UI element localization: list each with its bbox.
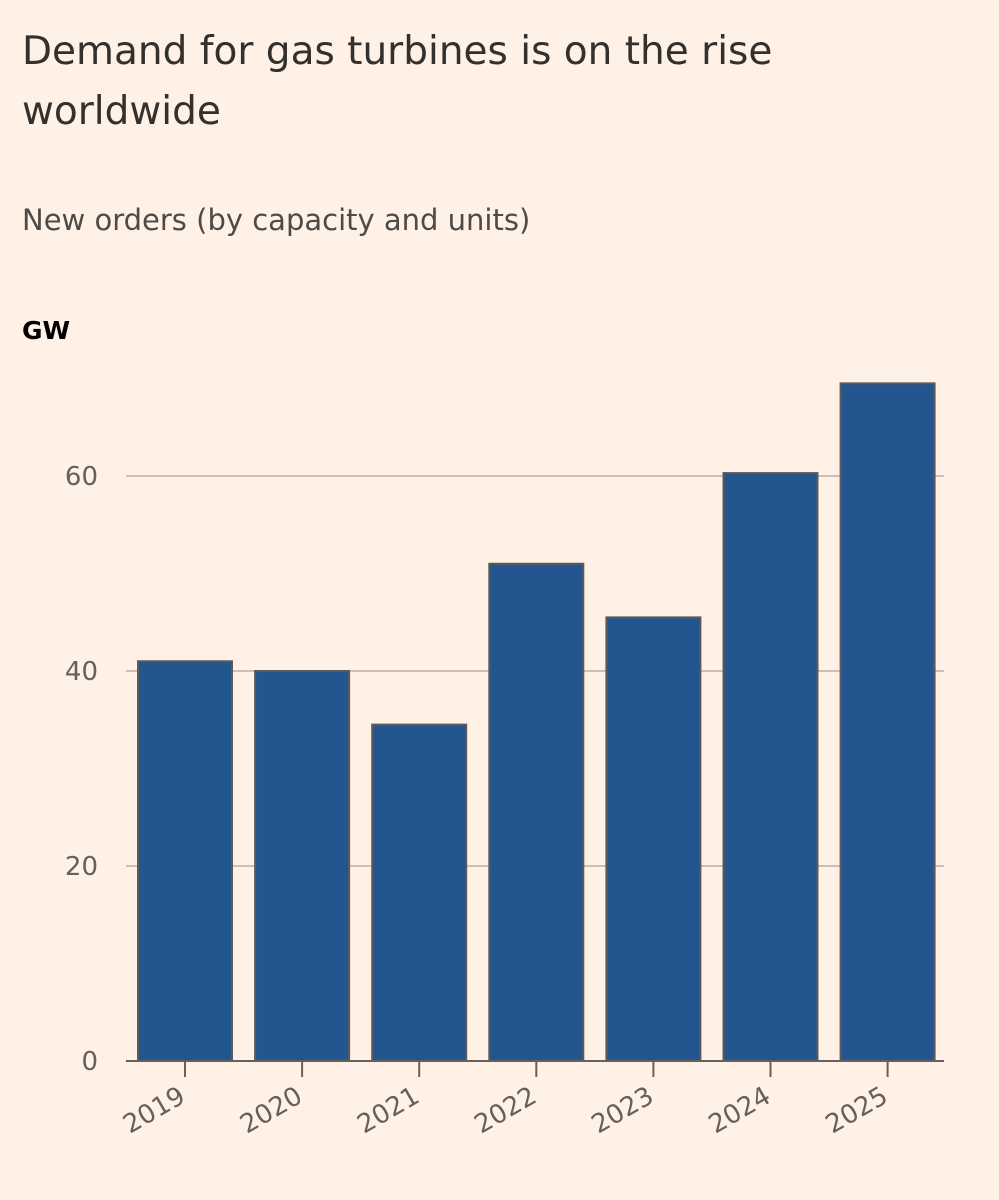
x-tick-label-2022: 2022 — [469, 1081, 541, 1140]
x-tick-label-2023: 2023 — [587, 1081, 659, 1140]
x-tick-labels: 2019 2020 2021 2022 2023 2024 2025 — [118, 1081, 893, 1140]
bar-2020 — [254, 670, 351, 1062]
x-tick-label-2025: 2025 — [821, 1081, 893, 1140]
x-axis — [126, 1060, 944, 1077]
y-tick-label-60: 60 — [65, 462, 98, 492]
x-tick-label-2021: 2021 — [352, 1081, 424, 1140]
y-tick-labels: 0 20 40 60 — [65, 462, 98, 1077]
bar-2024 — [722, 472, 819, 1062]
bar-2019 — [137, 660, 233, 1062]
y-tick-label-20: 20 — [65, 852, 98, 882]
bar-2025 — [839, 382, 936, 1062]
bar-2023 — [605, 616, 702, 1062]
bars — [137, 382, 936, 1062]
x-tick-label-2019: 2019 — [118, 1081, 190, 1140]
x-tick-label-2020: 2020 — [235, 1081, 307, 1140]
chart-subtitle: New orders (by capacity and units) — [22, 203, 531, 237]
x-tick-label-2024: 2024 — [704, 1081, 776, 1140]
y-tick-label-0: 0 — [81, 1047, 98, 1077]
y-tick-label-40: 40 — [65, 657, 98, 687]
bar-2022 — [488, 562, 585, 1062]
bar-2021 — [371, 723, 468, 1062]
y-axis-unit-label: GW — [22, 316, 71, 345]
chart-title: Demand for gas turbines is on the rise w… — [22, 29, 773, 134]
